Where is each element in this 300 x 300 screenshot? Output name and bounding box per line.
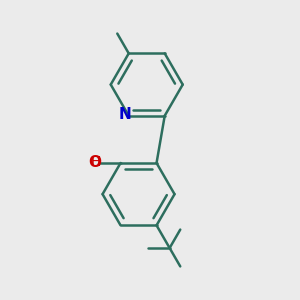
Text: O: O (88, 155, 101, 170)
Text: H: H (90, 155, 101, 169)
Text: N: N (118, 107, 131, 122)
